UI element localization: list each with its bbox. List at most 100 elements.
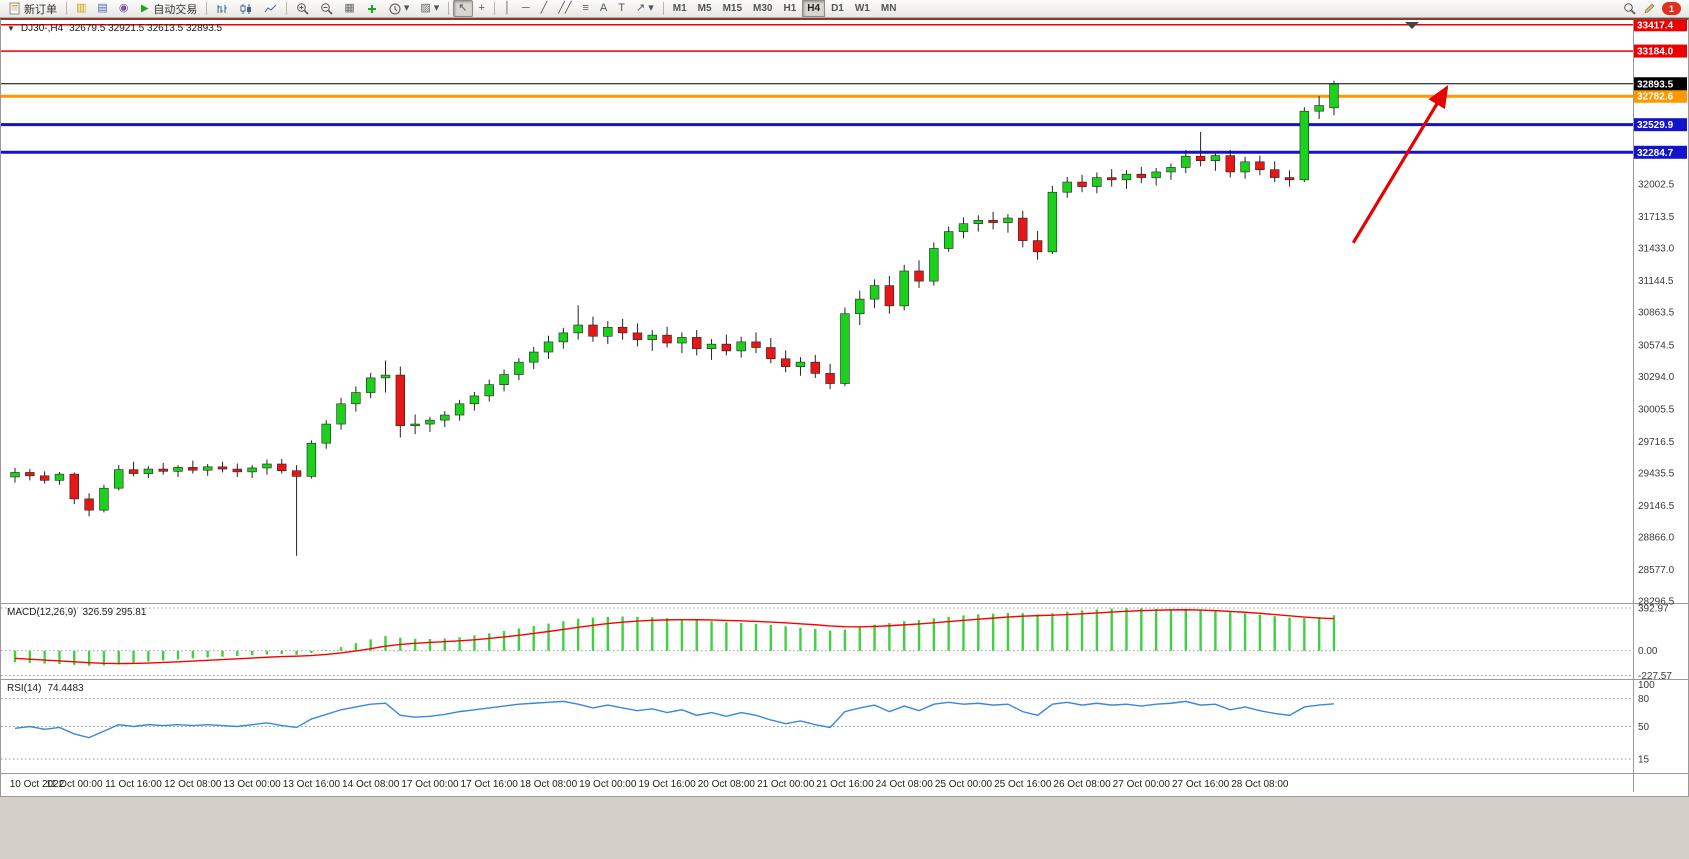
candlestick-chart-button[interactable] [235, 0, 258, 17]
timeframe-d1[interactable]: D1 [831, 3, 844, 14]
timeframe-h4[interactable]: H4 [802, 0, 826, 17]
search-icon[interactable] [1623, 2, 1636, 15]
crosshair-tool-button[interactable]: + [474, 0, 490, 17]
timeframe-mn[interactable]: MN [880, 3, 897, 14]
price-axis: 32002.5 31713.5 31433.0 31144.5 30863.5 30574… [1638, 180, 1675, 608]
toolbar-right-group: 1 [1623, 2, 1685, 15]
separator [286, 2, 288, 15]
timeframe-m5[interactable]: M5 [697, 3, 712, 14]
svg-text:392.97: 392.97 [1638, 604, 1669, 615]
svg-text:19 Oct 00:00: 19 Oct 00:00 [579, 779, 637, 790]
zoom-in-button[interactable] [291, 0, 314, 17]
bar-chart-icon [217, 4, 228, 13]
timeframe-m30[interactable]: M30 [753, 3, 773, 14]
timeframe-m15[interactable]: M15 [722, 3, 743, 14]
fibonacci-icon: ≡ [582, 2, 589, 14]
edit-pencil-icon[interactable] [1643, 3, 1655, 15]
svg-text:-227.57: -227.57 [1638, 671, 1672, 682]
zoom-out-button[interactable] [315, 0, 338, 17]
profiles-button[interactable]: ▥ [71, 0, 91, 17]
svg-text:11 Oct 00:00: 11 Oct 00:00 [46, 779, 103, 790]
autotrading-button[interactable]: 自动交易 [134, 0, 202, 17]
tile-windows-icon: ▦ [344, 2, 355, 14]
svg-text:28577.0: 28577.0 [1638, 565, 1675, 576]
svg-text:17 Oct 16:00: 17 Oct 16:00 [461, 779, 519, 790]
bar-chart-button[interactable] [211, 0, 234, 17]
vertical-line-tool-button[interactable]: │ [499, 0, 516, 17]
symbol-period-label: DJ30-,H4 [20, 23, 64, 34]
svg-text:14 Oct 08:00: 14 Oct 08:00 [342, 779, 400, 790]
macd-histogram [13, 608, 1336, 666]
horizontal-line-tool-button[interactable]: ─ [517, 0, 535, 17]
chart-shift-marker[interactable] [1405, 22, 1419, 29]
svg-text:13 Oct 16:00: 13 Oct 16:00 [283, 779, 341, 790]
text-tool-icon: A [599, 2, 608, 14]
main-toolbar: 新订单 ▥ ▤ ◉ 自动交易 ▦ ▾ ▨ ▾ ↖ + │ ─ ╱ ╱╱ ≡ A … [0, 0, 1689, 18]
chart-profile-icon: ▥ [76, 2, 87, 14]
svg-text:21 Oct 00:00: 21 Oct 00:00 [757, 779, 815, 790]
cursor-tool-button[interactable]: ↖ [453, 0, 473, 17]
separator [493, 2, 495, 15]
arrows-tool-icon: ↗ [636, 2, 646, 14]
templates-icon: ▨ [420, 2, 431, 14]
svg-text:19 Oct 16:00: 19 Oct 16:00 [638, 779, 696, 790]
horizontal-price-lines[interactable] [1, 24, 1633, 154]
autotrading-play-icon [141, 4, 149, 13]
svg-text:25 Oct 00:00: 25 Oct 00:00 [935, 779, 993, 790]
timeframe-w1[interactable]: W1 [854, 3, 870, 14]
price-badge: 32893.5 [1634, 77, 1687, 91]
market-watch-button[interactable]: ▤ [92, 0, 112, 17]
market-watch-icon: ▤ [97, 2, 108, 14]
chart-window: ▼ DJ30-,H4 32679.5 32921.5 32613.5 32893… [0, 18, 1689, 796]
macd-signal-line [14, 609, 1335, 665]
fibonacci-tool-button[interactable]: ≡ [578, 0, 594, 17]
indicators-button[interactable] [361, 0, 383, 17]
svg-text:32893.5: 32893.5 [1637, 79, 1674, 90]
timeframe-m1[interactable]: M1 [672, 3, 687, 14]
line-chart-button[interactable] [259, 0, 282, 17]
arrows-tool-button[interactable]: ↗ ▾ [631, 0, 659, 17]
label-tool-button[interactable]: T [613, 0, 630, 17]
price-chart[interactable]: 32002.5 31713.5 31433.0 31144.5 30863.5 30574… [1, 18, 1688, 792]
chart-title: ▼ DJ30-,H4 32679.5 32921.5 32613.5 32893… [7, 23, 222, 34]
notification-badge[interactable]: 1 [1662, 2, 1681, 15]
add-indicator-icon [367, 4, 376, 13]
templates-button[interactable]: ▨ ▾ [415, 0, 444, 17]
zoom-in-icon [297, 3, 309, 15]
horizontal-line-icon: ─ [521, 2, 530, 14]
svg-text:0.00: 0.00 [1638, 646, 1658, 657]
svg-text:29435.5: 29435.5 [1638, 468, 1675, 479]
separator [448, 2, 450, 15]
label-tool-icon: T [618, 2, 625, 14]
timeframe-h1[interactable]: H1 [783, 3, 797, 14]
channel-tool-button[interactable]: ╱╱ [553, 0, 576, 17]
alerts-button[interactable]: ◉ [114, 0, 134, 17]
text-tool-button[interactable]: A [595, 0, 612, 17]
rsi-line [14, 700, 1335, 739]
svg-text:50: 50 [1638, 722, 1650, 733]
price-badge: 32284.7 [1634, 145, 1687, 159]
symbol-dropdown-icon[interactable]: ▼ [7, 24, 15, 33]
svg-text:11 Oct 16:00: 11 Oct 16:00 [105, 779, 162, 790]
svg-text:27 Oct 00:00: 27 Oct 00:00 [1113, 779, 1171, 790]
svg-text:31433.0: 31433.0 [1638, 244, 1675, 255]
trendline-icon: ╱ [540, 2, 548, 14]
chevron-down-icon: ▾ [648, 2, 654, 14]
svg-text:32529.9: 32529.9 [1637, 120, 1674, 131]
new-order-button[interactable]: 新订单 [4, 0, 62, 17]
svg-text:13 Oct 00:00: 13 Oct 00:00 [223, 779, 281, 790]
annotation-arrow[interactable] [1351, 85, 1449, 244]
svg-text:30005.5: 30005.5 [1638, 404, 1675, 415]
tile-windows-button[interactable]: ▦ [339, 0, 359, 17]
svg-text:20 Oct 08:00: 20 Oct 08:00 [698, 779, 756, 790]
price-badge: 33184.0 [1634, 44, 1687, 58]
separator [206, 2, 208, 15]
crosshair-icon: + [478, 2, 485, 14]
zoom-out-icon [321, 3, 333, 15]
trendline-tool-button[interactable]: ╱ [536, 0, 553, 17]
periods-button[interactable]: ▾ [384, 0, 415, 17]
chevron-down-icon: ▾ [433, 2, 440, 14]
svg-text:30863.5: 30863.5 [1638, 308, 1675, 319]
svg-text:24 Oct 08:00: 24 Oct 08:00 [876, 779, 934, 790]
